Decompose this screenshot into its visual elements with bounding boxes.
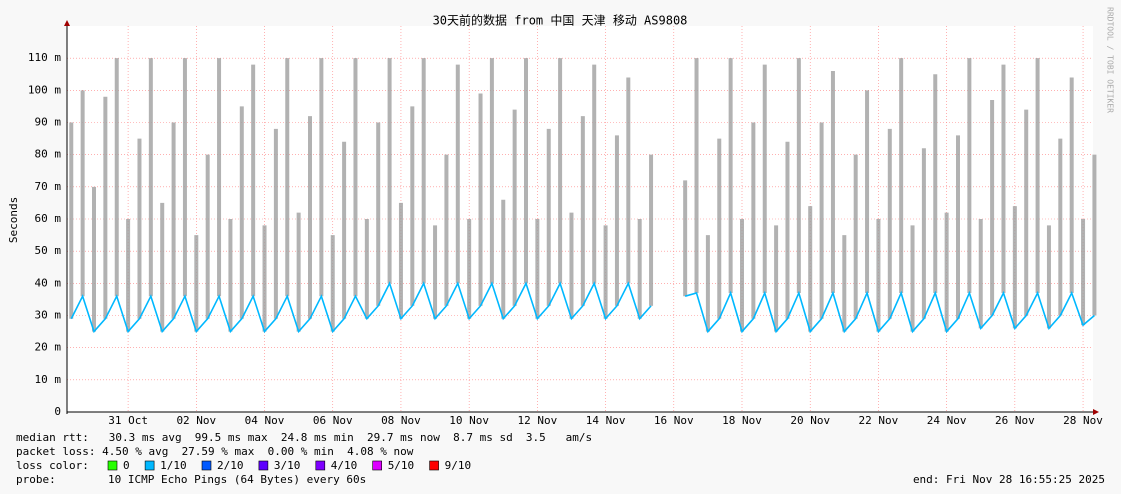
marks	[69, 58, 1097, 334]
legend-swatch	[144, 460, 155, 471]
x-tick-label: 26 Nov	[995, 414, 1035, 427]
legend-swatch	[315, 460, 326, 471]
x-tick-label: 16 Nov	[654, 414, 694, 427]
x-tick-label: 10 Nov	[449, 414, 489, 427]
y-tick-label: 10 m	[35, 373, 62, 386]
stats-line: packet loss: 4.50 % avg 27.59 % max 0.00…	[16, 445, 414, 458]
legend-label: 4/10	[331, 459, 358, 472]
x-tick-label: 18 Nov	[722, 414, 762, 427]
y-tick-label: 70 m	[35, 180, 62, 193]
y-tick-label: 40 m	[35, 276, 62, 289]
median-line	[684, 290, 1095, 334]
legend-label: 5/10	[388, 459, 415, 472]
y-tick-label: 60 m	[35, 212, 62, 225]
x-tick-label: 08 Nov	[381, 414, 421, 427]
legend-label: 2/10	[217, 459, 244, 472]
x-tick-label: 24 Nov	[927, 414, 967, 427]
legend-label: 0	[123, 459, 130, 472]
x-tick-label: 28 Nov	[1063, 414, 1103, 427]
y-tick-label: 100 m	[28, 83, 61, 96]
x-tick-label: 22 Nov	[859, 414, 899, 427]
x-tick-label: 20 Nov	[790, 414, 830, 427]
x-arrow	[1093, 409, 1099, 415]
legend-label: 3/10	[274, 459, 301, 472]
loss-color-label: loss color:	[16, 459, 89, 472]
probe-label: probe:	[16, 473, 56, 486]
watermark: RRDTOOL / TOBI OETIKER	[1106, 7, 1115, 113]
y-tick-label: 80 m	[35, 148, 62, 161]
x-tick-label: 31 Oct	[108, 414, 148, 427]
x-tick-label: 02 Nov	[176, 414, 216, 427]
legend-label: 1/10	[160, 459, 187, 472]
y-tick-label: 0	[54, 405, 61, 418]
x-tick-label: 06 Nov	[313, 414, 353, 427]
probe: 10 ICMP Echo Pings (64 Bytes) every 60s	[108, 473, 366, 486]
x-tick-label: 04 Nov	[245, 414, 285, 427]
legend-swatch	[372, 460, 383, 471]
x-tick-label: 14 Nov	[586, 414, 626, 427]
median-line	[70, 281, 652, 334]
y-tick-label: 20 m	[35, 341, 62, 354]
legend-label: 9/10	[445, 459, 472, 472]
y-tick-label: 50 m	[35, 244, 62, 257]
x-tick-label: 12 Nov	[517, 414, 557, 427]
stats-line: median rtt: 30.3 ms avg 99.5 ms max 24.8…	[16, 431, 592, 444]
legend-swatch	[107, 460, 118, 471]
y-tick-label: 110 m	[28, 51, 61, 64]
legend-swatch	[258, 460, 269, 471]
chart-title: 30天前的数据 from 中国 天津 移动 AS9808	[433, 13, 688, 28]
legend-swatch	[201, 460, 212, 471]
y-axis-label: Seconds	[7, 197, 20, 243]
y-tick-label: 90 m	[35, 116, 62, 129]
y-arrow	[64, 20, 70, 26]
end-time: end: Fri Nov 28 16:55:25 2025	[913, 473, 1105, 486]
legend-swatch	[429, 460, 439, 471]
y-tick-label: 30 m	[35, 309, 62, 322]
